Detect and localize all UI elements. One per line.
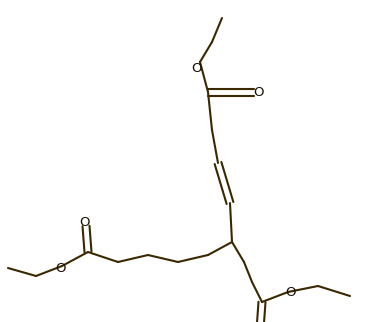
Text: O: O (79, 215, 89, 229)
Text: O: O (191, 62, 201, 74)
Text: O: O (285, 286, 295, 298)
Text: O: O (253, 86, 263, 99)
Text: O: O (55, 261, 65, 274)
